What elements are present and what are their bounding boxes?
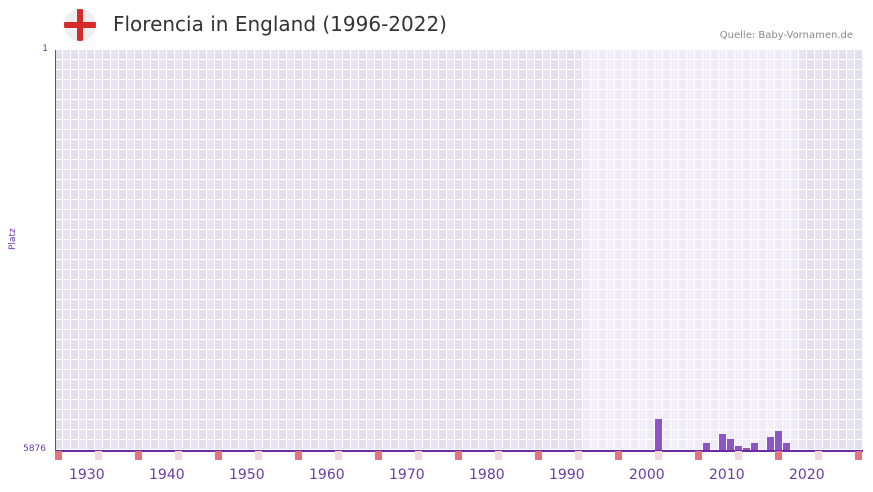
- y-tick-bottom: 5876: [23, 444, 46, 454]
- x-tick-label: 2000: [629, 467, 665, 483]
- decade-marker: [295, 451, 302, 460]
- bar-2017[interactable]: [767, 436, 774, 450]
- decade-marker: [535, 451, 542, 460]
- half-decade-marker: [95, 451, 102, 460]
- bar-2019[interactable]: [783, 443, 790, 450]
- england-flag-icon: [64, 9, 96, 41]
- decade-marker: [135, 451, 142, 460]
- x-tick-label: 1950: [229, 467, 265, 483]
- chart-title: Florencia in England (1996-2022): [113, 12, 447, 36]
- half-decade-marker: [495, 451, 502, 460]
- decade-marker: [615, 451, 622, 460]
- x-tick-label: 1970: [389, 467, 425, 483]
- bar-2012[interactable]: [727, 439, 734, 450]
- x-tick-label: 1930: [69, 467, 105, 483]
- x-tick-label: 1990: [549, 467, 585, 483]
- y-axis-label: Platz: [8, 228, 18, 250]
- bar-2009[interactable]: [703, 443, 710, 450]
- bar-2018[interactable]: [775, 431, 782, 450]
- decade-marker: [775, 451, 782, 460]
- half-decade-marker: [415, 451, 422, 460]
- bar-2014[interactable]: [743, 448, 750, 450]
- half-decade-marker: [735, 451, 742, 460]
- half-decade-marker: [655, 451, 662, 460]
- decade-marker: [215, 451, 222, 460]
- y-axis-line: [55, 50, 56, 450]
- decade-marker: [455, 451, 462, 460]
- bar-2013[interactable]: [735, 446, 742, 450]
- half-decade-marker: [175, 451, 182, 460]
- decade-marker: [855, 451, 862, 460]
- half-decade-marker: [815, 451, 822, 460]
- x-tick-label: 1960: [309, 467, 345, 483]
- half-decade-marker: [255, 451, 262, 460]
- half-decade-marker: [575, 451, 582, 460]
- bar-2015[interactable]: [751, 443, 758, 450]
- plot-area: [55, 50, 862, 449]
- bar-2003[interactable]: [655, 419, 662, 450]
- x-tick-label: 1940: [149, 467, 185, 483]
- x-tick-label: 2020: [789, 467, 825, 483]
- x-tick-label: 1980: [469, 467, 505, 483]
- decade-marker: [375, 451, 382, 460]
- decade-marker: [695, 451, 702, 460]
- bar-2011[interactable]: [719, 434, 726, 450]
- source-label: Quelle: Baby-Vornamen.de: [719, 30, 853, 41]
- x-tick-label: 2010: [709, 467, 745, 483]
- half-decade-marker: [335, 451, 342, 460]
- decade-marker: [55, 451, 62, 460]
- y-tick-top: 1: [42, 44, 48, 54]
